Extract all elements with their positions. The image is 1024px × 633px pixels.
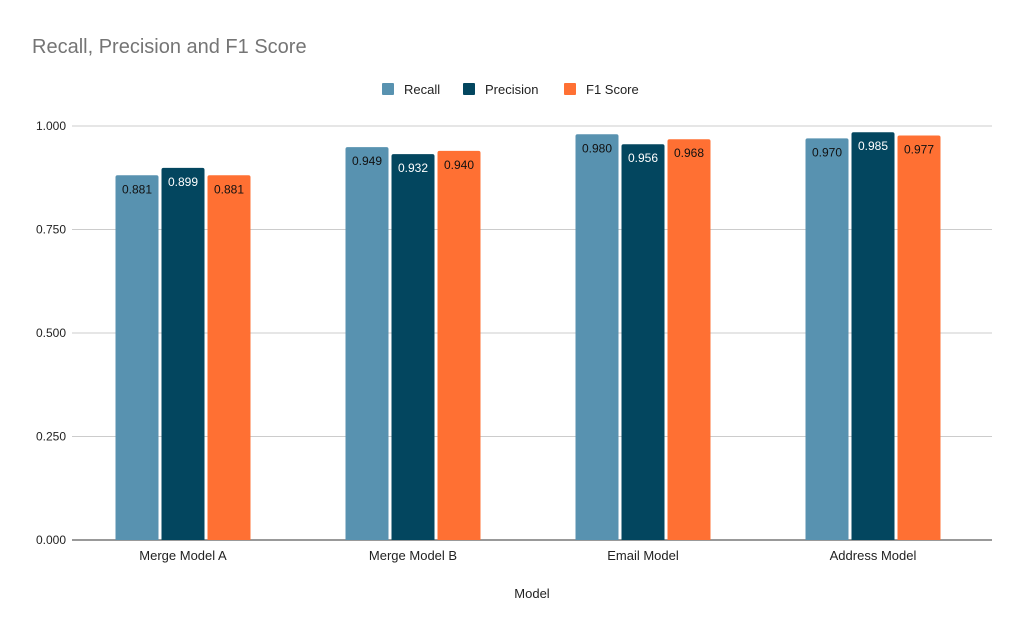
bar-f1-score xyxy=(437,150,481,540)
data-label: 0.970 xyxy=(812,145,842,159)
legend-swatch xyxy=(382,83,394,95)
x-tick-label: Address Model xyxy=(830,548,917,563)
bar-precision xyxy=(851,132,895,540)
legend-swatch xyxy=(463,83,475,95)
data-label: 0.940 xyxy=(444,158,474,172)
chart-title: Recall, Precision and F1 Score xyxy=(32,36,307,58)
legend: Recall Precision F1 Score xyxy=(382,82,639,97)
data-label: 0.956 xyxy=(628,151,658,165)
data-label: 0.968 xyxy=(674,146,704,160)
bar-f1-score xyxy=(897,135,941,540)
y-tick-label: 0.000 xyxy=(36,533,66,547)
legend-label: Recall xyxy=(404,82,440,97)
bar-recall xyxy=(115,175,159,541)
legend-label: F1 Score xyxy=(586,82,639,97)
y-tick-label: 1.000 xyxy=(36,119,66,133)
bar-recall xyxy=(805,138,849,541)
x-tick-label: Merge Model A xyxy=(139,548,227,563)
data-label: 0.881 xyxy=(122,182,152,196)
data-label: 0.949 xyxy=(352,154,382,168)
data-label: 0.899 xyxy=(168,175,198,189)
data-label: 0.980 xyxy=(582,141,612,155)
y-tick-label: 0.500 xyxy=(36,326,66,340)
data-label: 0.977 xyxy=(904,143,934,157)
legend-label: Precision xyxy=(485,82,538,97)
x-tick-label: Merge Model B xyxy=(369,548,457,563)
x-axis-label: Model xyxy=(514,586,550,601)
bar-precision xyxy=(161,167,205,540)
x-axis-ticks: Merge Model A Merge Model B Email Model Add… xyxy=(139,548,916,563)
data-label: 0.985 xyxy=(858,139,888,153)
y-tick-label: 0.750 xyxy=(36,223,66,237)
bar-precision xyxy=(621,144,665,540)
bar-f1-score xyxy=(207,175,251,541)
bar-recall xyxy=(575,134,619,540)
bar-f1-score xyxy=(667,139,711,541)
x-tick-label: Email Model xyxy=(607,548,679,563)
y-tick-label: 0.250 xyxy=(36,430,66,444)
bar-recall xyxy=(345,147,389,540)
legend-swatch xyxy=(564,83,576,95)
bar-precision xyxy=(391,154,435,541)
data-label: 0.881 xyxy=(214,182,244,196)
bars: 0.881 0.899 0.881 0.949 0.932 0.940 0.980 0.956… xyxy=(115,132,941,541)
data-label: 0.932 xyxy=(398,161,428,175)
